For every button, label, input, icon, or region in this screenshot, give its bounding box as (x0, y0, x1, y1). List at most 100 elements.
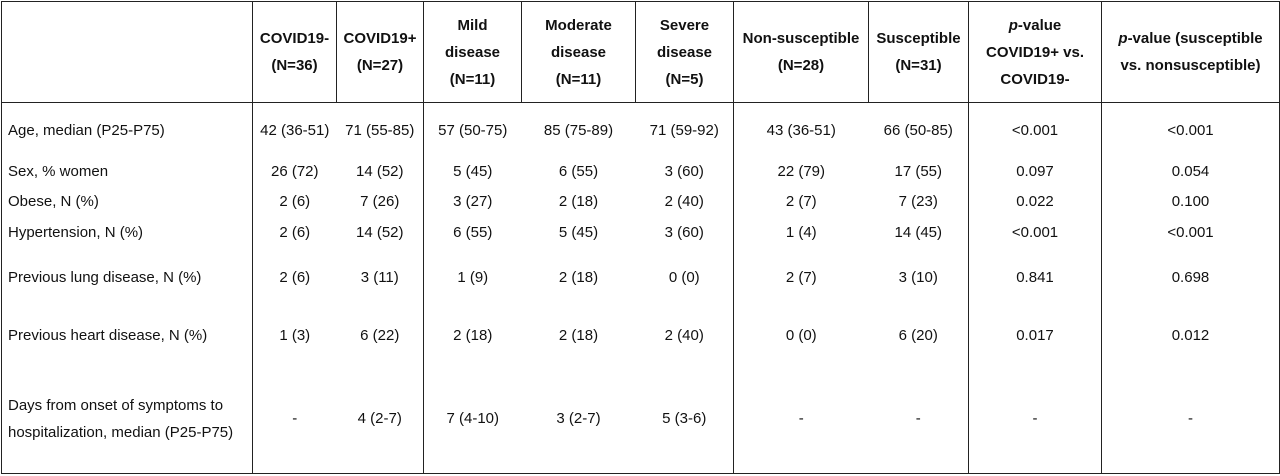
header-pvalue-covid-label: p-value COVID19+ vs. COVID19- (986, 16, 1084, 88)
cell-sex-8: 0.097 (968, 156, 1102, 187)
row-label-days-onset: Days from onset of symptoms to hospitali… (1, 364, 253, 474)
header-severe-disease: Severe disease (N=5) (635, 1, 734, 103)
row-label-lung-disease: Previous lung disease, N (%) (1, 248, 253, 307)
cell-lung-disease-5: 0 (0) (635, 248, 734, 307)
cell-hypertension-4: 5 (45) (558, 223, 599, 241)
cell-age-2: 71 (55-85) (336, 102, 424, 157)
header-moderate-disease-label: Moderate disease (N=11) (545, 16, 612, 88)
cell-age-8: <0.001 (968, 102, 1102, 157)
row-label-heart-disease: Previous heart disease, N (%) (1, 306, 253, 365)
cell-age-6: 43 (36-51) (766, 122, 836, 140)
cell-hypertension-9: <0.001 (1101, 216, 1280, 249)
header-pvalue-susceptible-label: p-value (susceptible vs. nonsusceptible) (1118, 30, 1263, 74)
header-susceptible: Susceptible (N=31) (868, 1, 969, 103)
header-severe-disease-label: Severe disease (N=5) (656, 16, 713, 88)
cell-days-onset-7: - (868, 364, 969, 474)
header-pvalue-covid: p-value COVID19+ vs. COVID19- (968, 1, 1102, 103)
cell-heart-disease-1: 1 (3) (279, 327, 311, 345)
cell-obese-6: 2 (7) (785, 192, 817, 210)
header-moderate-disease: Moderate disease (N=11) (521, 1, 636, 103)
cell-age-1: 42 (36-51) (260, 122, 330, 140)
cell-days-onset-9: - (1101, 364, 1280, 474)
cell-obese-1: 2 (6) (279, 192, 311, 210)
cell-lung-disease-4: 2 (18) (558, 268, 599, 286)
cell-lung-disease-2: 3 (11) (336, 248, 424, 307)
cell-heart-disease-7: 6 (20) (868, 306, 969, 365)
cell-hypertension-5: 3 (60) (635, 216, 734, 249)
cell-heart-disease-6: 0 (0) (785, 327, 817, 345)
cell-sex-1: 26 (72) (270, 163, 319, 181)
cell-days-onset-2: 4 (2-7) (336, 364, 424, 474)
row-label-hypertension: Hypertension, N (%) (1, 216, 253, 249)
cell-age-3: 57 (50-75) (438, 122, 508, 140)
italic-p: p (1118, 30, 1128, 47)
header-covid-positive-label: COVID19+ (N=27) (343, 30, 417, 74)
row-label-sex: Sex, % women (1, 156, 253, 187)
cell-hypertension-1: 2 (6) (279, 223, 311, 241)
header-non-susceptible: Non-susceptible (N=28) (733, 1, 869, 103)
header-covid-negative: COVID19- (N=36) (252, 1, 337, 103)
cell-sex-9: 0.054 (1101, 156, 1280, 187)
cell-sex-2: 14 (52) (336, 156, 424, 187)
table-row: Age, median (P25-P75) 42 (36-51) 71 (55-85… (1, 102, 1280, 157)
cell-lung-disease-3: 1 (9) (457, 268, 489, 286)
cell-heart-disease-8: 0.017 (968, 306, 1102, 365)
cell-obese-8: 0.022 (968, 186, 1102, 217)
header-susceptible-label: Susceptible (N=31) (876, 30, 961, 74)
row-label-age: Age, median (P25-P75) (1, 102, 253, 157)
header-mild-disease-label: Mild disease (N=11) (444, 16, 501, 88)
cell-days-onset-4: 3 (2-7) (521, 364, 636, 474)
cell-lung-disease-1: 2 (6) (279, 268, 311, 286)
header-cell-blank (1, 1, 253, 103)
table-body: Age, median (P25-P75) 42 (36-51) 71 (55-85… (1, 102, 1280, 474)
cell-lung-disease-6: 2 (7) (785, 268, 817, 286)
cell-obese-4: 2 (18) (558, 192, 599, 210)
cell-days-onset-6: - (733, 364, 869, 474)
table-row: Sex, % women 26 (72) 14 (52) 5 (45) 6 (55) 3 … (1, 156, 1280, 187)
header-pvalue-susceptible: p-value (susceptible vs. nonsusceptible) (1101, 1, 1280, 103)
header-covid-positive: COVID19+ (N=27) (336, 1, 424, 103)
header-non-susceptible-label: Non-susceptible (N=28) (742, 30, 860, 74)
cell-hypertension-8: <0.001 (968, 216, 1102, 249)
italic-p: p (1008, 16, 1018, 34)
cell-heart-disease-9: 0.012 (1101, 306, 1280, 365)
cell-hypertension-7: 14 (45) (868, 216, 969, 249)
cell-days-onset-8: - (968, 364, 1102, 474)
cell-obese-3: 3 (27) (453, 192, 493, 210)
cell-age-7: 66 (50-85) (868, 102, 969, 157)
cell-heart-disease-4: 2 (18) (558, 327, 599, 345)
cell-sex-6: 22 (79) (777, 163, 826, 181)
cell-obese-2: 7 (26) (336, 186, 424, 217)
cell-heart-disease-5: 2 (40) (635, 306, 734, 365)
row-label-obese: Obese, N (%) (1, 186, 253, 217)
table-row: Previous heart disease, N (%) 1 (3) 6 (22)… (1, 306, 1280, 365)
cell-obese-9: 0.100 (1101, 186, 1280, 217)
cell-hypertension-3: 6 (55) (453, 223, 493, 241)
cell-heart-disease-3: 2 (18) (453, 327, 493, 345)
header-mild-disease: Mild disease (N=11) (423, 1, 522, 103)
cell-hypertension-2: 14 (52) (336, 216, 424, 249)
cell-lung-disease-8: 0.841 (968, 248, 1102, 307)
cell-obese-5: 2 (40) (635, 186, 734, 217)
table-row: Previous lung disease, N (%) 2 (6) 3 (11) 1… (1, 248, 1280, 307)
table-row: Obese, N (%) 2 (6) 7 (26) 3 (27) 2 (18) 2 (40… (1, 186, 1280, 217)
cell-sex-7: 17 (55) (868, 156, 969, 187)
cell-age-5: 71 (59-92) (635, 102, 734, 157)
cell-hypertension-6: 1 (4) (785, 223, 817, 241)
cell-heart-disease-2: 6 (22) (336, 306, 424, 365)
cell-days-onset-5: 5 (3-6) (635, 364, 734, 474)
table-row: Hypertension, N (%) 2 (6) 14 (52) 6 (55) 5 (… (1, 216, 1280, 249)
header-covid-negative-label: COVID19- (N=36) (259, 30, 330, 74)
cell-days-onset-1: - (252, 364, 337, 474)
cell-sex-4: 6 (55) (558, 163, 599, 181)
cell-sex-5: 3 (60) (635, 156, 734, 187)
cell-age-4: 85 (75-89) (543, 122, 614, 140)
cell-lung-disease-9: 0.698 (1101, 248, 1280, 307)
cell-sex-3: 5 (45) (453, 163, 493, 181)
table-row: Days from onset of symptoms to hospitali… (1, 364, 1280, 474)
cell-days-onset-3: 7 (4-10) (423, 364, 522, 474)
cell-obese-7: 7 (23) (868, 186, 969, 217)
cell-age-9: <0.001 (1101, 102, 1280, 157)
cell-lung-disease-7: 3 (10) (868, 248, 969, 307)
